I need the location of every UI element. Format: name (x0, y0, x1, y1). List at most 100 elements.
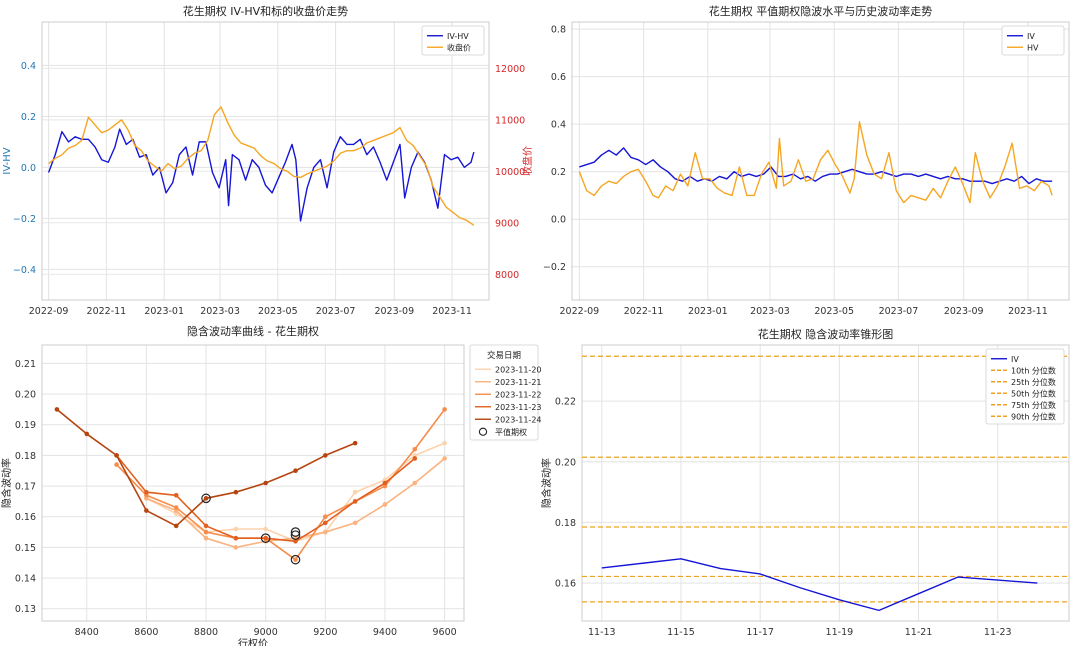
legend-label: 2023-11-21 (495, 378, 542, 387)
y-tick-label: 0.15 (15, 543, 36, 554)
x-tick-label: 11-21 (905, 627, 933, 638)
y-axis-label: 隐含波动率 (0, 458, 13, 508)
series-point (233, 545, 239, 550)
y-axis-label: 隐含波动率 (540, 458, 553, 508)
x-tick-label: 2023-07 (879, 306, 919, 317)
y-tick-label: 0.4 (21, 61, 36, 72)
y-tick-label: −0.2 (13, 214, 36, 225)
atm-marker (201, 493, 211, 504)
x-tick-label: 8400 (75, 627, 99, 638)
x-tick-label: 11-13 (588, 627, 616, 638)
series-point (293, 538, 298, 544)
series-point (203, 535, 209, 541)
legend-label: 2023-11-22 (495, 390, 542, 399)
y2-tick-label: 8000 (495, 270, 519, 281)
legend-label: HV (1027, 43, 1039, 52)
legend-label: 10th 分位数 (1011, 365, 1056, 375)
series-point (144, 489, 149, 495)
series-point (263, 526, 268, 532)
series-line (578, 121, 1053, 204)
series-point (203, 523, 209, 529)
x-tick-label: 2022-11 (87, 306, 127, 317)
chart-title: 花生期权 平值期权隐波水平与历史波动率走势 (709, 4, 933, 18)
x-tick-label: 9200 (313, 627, 337, 638)
series-point (412, 456, 418, 461)
x-tick-label: 11-23 (984, 627, 1012, 638)
series-line (115, 408, 446, 561)
y-tick-label: 0.14 (15, 574, 36, 585)
x-tick-label: 11-19 (826, 627, 854, 638)
y-tick-label: 0.0 (551, 215, 566, 226)
x-tick-label: 8800 (194, 627, 218, 638)
legend-label: 2023-11-24 (495, 415, 542, 424)
legend-title: 交易日期 (487, 350, 521, 361)
y-tick-label: −0.2 (543, 262, 566, 273)
series-point (323, 514, 328, 520)
series-point (173, 505, 179, 510)
x-tick-label: 2023-01 (144, 306, 184, 317)
y2-tick-label: 10000 (495, 167, 525, 178)
y-tick-label: 0.16 (555, 579, 576, 590)
y-axis-label: IV-HV (2, 147, 13, 174)
series-point (233, 535, 239, 541)
x-tick-label: 11-17 (746, 627, 774, 638)
plot-frame (571, 21, 1070, 301)
legend-label: 平值期权 (495, 427, 527, 437)
x-tick-label: 9600 (433, 627, 457, 638)
series-point (352, 499, 358, 504)
x-tick-label: 2023-09 (374, 306, 414, 317)
legend-label: 收盘价 (447, 42, 471, 52)
y-tick-label: 0.19 (15, 420, 36, 431)
series-point (233, 489, 239, 495)
series-point (203, 496, 209, 501)
x-tick-label: 2023-09 (944, 306, 984, 317)
series-point (323, 529, 328, 535)
series-point (352, 520, 358, 526)
y2-tick-label: 12000 (495, 64, 525, 75)
legend-swatch (478, 427, 488, 436)
legend-label: 75th 分位数 (1011, 400, 1056, 410)
series-point (412, 446, 418, 452)
plot-frame (41, 21, 490, 301)
series-point (323, 453, 328, 458)
x-tick-label: 2023-01 (688, 306, 728, 317)
series-point (293, 557, 298, 562)
y-tick-label: 0.17 (15, 482, 36, 493)
y-tick-label: 0.13 (15, 604, 36, 615)
x-tick-label: 2022-09 (560, 306, 600, 317)
x-tick-label: 2023-11 (1008, 306, 1048, 317)
y-tick-label: −0.4 (13, 265, 36, 276)
x-tick-label: 8600 (134, 627, 158, 638)
legend-label: 2023-11-23 (495, 403, 542, 412)
series-point (323, 520, 328, 526)
y-tick-label: 0.22 (555, 397, 576, 408)
legend-label: 50th 分位数 (1011, 388, 1056, 398)
legend-label: 90th 分位数 (1011, 411, 1056, 421)
series-point (412, 480, 418, 486)
series-point (144, 508, 149, 513)
atm-marker (260, 533, 271, 543)
series-point (352, 489, 358, 495)
y2-axis-label: 收盘价 (521, 146, 534, 176)
series-point (114, 462, 119, 467)
series-line (146, 442, 445, 543)
series-point (54, 407, 60, 412)
legend-label: IV (1011, 355, 1019, 364)
legend-label: IV-HV (447, 32, 469, 41)
series-point (84, 431, 90, 437)
series-point (382, 480, 388, 486)
chart-title: 花生期权 IV-HV和标的收盘价走势 (183, 4, 348, 18)
atm-marker (290, 554, 301, 565)
series-point (442, 456, 447, 461)
legend-label: 2023-11-20 (495, 365, 542, 374)
series-point (114, 453, 119, 458)
atm-marker (290, 527, 301, 537)
x-tick-label: 11-15 (667, 627, 695, 638)
series-point (233, 526, 239, 532)
y-tick-label: 0.6 (551, 72, 566, 83)
y-tick-label: 0.4 (551, 120, 566, 131)
chart-title: 花生期权 隐含波动率锥形图 (758, 327, 894, 341)
series-point (173, 523, 179, 529)
y-tick-label: 0.21 (15, 359, 36, 370)
